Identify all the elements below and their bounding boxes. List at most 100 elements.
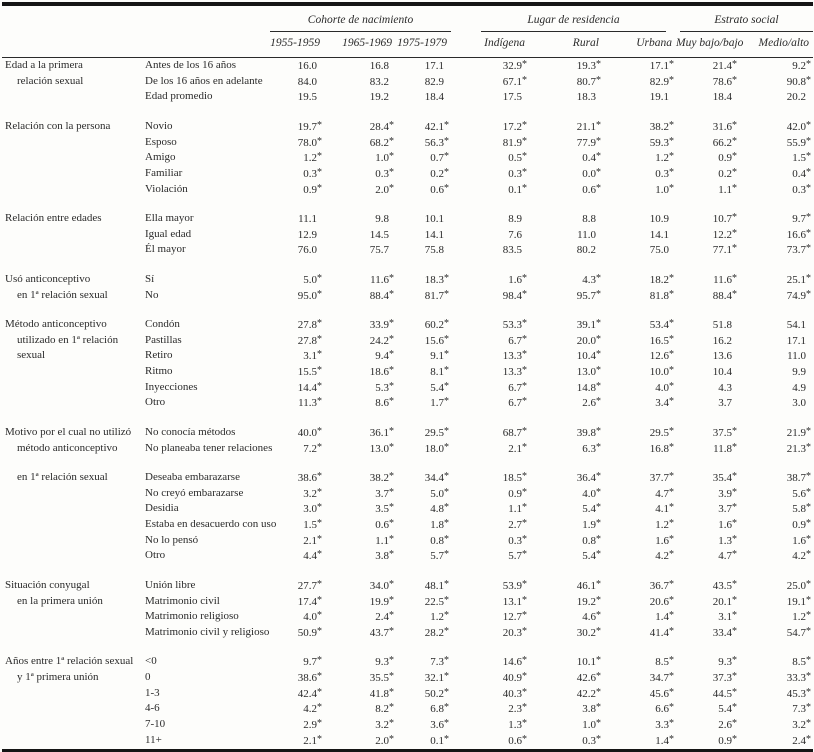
value-cell: 81.8* (649, 288, 675, 302)
column-header-indigena: Indígena (451, 32, 529, 58)
value-cell: 20.6* (649, 594, 675, 608)
significance-asterisk: * (806, 227, 812, 239)
significance-asterisk: * (732, 671, 738, 682)
significance-asterisk: * (522, 625, 527, 637)
significance-asterisk: * (444, 119, 449, 131)
value-cell: 39.1* (576, 317, 601, 331)
column-header-1965-1969: 1965-1969 (324, 32, 396, 58)
value-cell: 5.7* (430, 549, 449, 563)
value-cell: 19.1* (649, 91, 670, 104)
section-gap (2, 105, 813, 119)
table-row: No creyó embarazarse 3.2* 3.7* 5.0* 0.9* 4.0*… (2, 486, 813, 502)
significance-asterisk: * (522, 425, 527, 437)
value-cell: 51.8* (712, 318, 733, 331)
significance-asterisk: * (522, 686, 527, 698)
row-group-label (2, 182, 142, 198)
significance-asterisk: * (389, 625, 394, 637)
value-cell: 5.6* (792, 486, 812, 500)
significance-asterisk: * (732, 733, 738, 745)
column-header-urbana: Urbana (603, 32, 677, 58)
value-cell: 13.1* (502, 594, 527, 608)
row-label: No lo pensó (145, 533, 199, 546)
value-cell: 50.9* (297, 625, 322, 639)
significance-asterisk: * (317, 272, 322, 284)
value-cell: 81.9* (502, 135, 527, 149)
row-label: 11+ (145, 733, 162, 746)
value-cell: 4.2* (303, 702, 322, 716)
significance-asterisk: * (317, 671, 322, 682)
value-cell: 0.6* (508, 733, 527, 747)
row-label: Condón (145, 317, 180, 330)
value-cell: 43.7* (369, 625, 394, 639)
value-cell: 35.5* (369, 671, 394, 684)
significance-asterisk: * (522, 441, 527, 453)
significance-asterisk: * (596, 119, 601, 131)
significance-asterisk: * (732, 135, 738, 147)
value-cell: 54.7* (786, 625, 812, 639)
significance-asterisk: * (806, 74, 812, 86)
value-cell: 0.6* (582, 182, 601, 196)
significance-asterisk: * (317, 578, 322, 590)
significance-asterisk: * (522, 349, 527, 361)
significance-asterisk: * (522, 533, 527, 545)
value-cell: 41.8* (369, 686, 394, 700)
value-cell: 98.4* (502, 288, 527, 302)
column-header-medio-alto: Medio/alto (739, 32, 814, 58)
value-cell: 56.3* (424, 135, 449, 149)
value-cell: 78.6* (712, 74, 738, 88)
significance-asterisk: * (669, 380, 675, 392)
value-cell: 1.6* (792, 533, 812, 547)
value-cell: 5.4* (718, 702, 738, 716)
value-cell: 0.3* (303, 166, 322, 180)
value-cell: 2.1* (508, 441, 527, 455)
value-cell: 16.6* (786, 227, 812, 241)
significance-asterisk: * (522, 594, 527, 606)
table-row: No lo pensó 2.1* 1.1* 0.8* 0.3* 0.8* 1.6* 1.3* 1… (2, 533, 813, 549)
row-label: Ritmo (145, 365, 173, 377)
value-cell: 5.4* (582, 502, 601, 516)
value-cell: 19.2* (576, 594, 601, 608)
significance-asterisk: * (669, 135, 675, 147)
value-cell: 5.3* (375, 380, 394, 394)
value-cell: 25.1* (786, 272, 812, 286)
value-cell: 1.6* (508, 272, 527, 286)
value-cell: 67.1* (502, 74, 527, 88)
value-cell: 77.9* (576, 135, 601, 149)
significance-asterisk: * (732, 533, 738, 545)
significance-asterisk: * (669, 288, 675, 300)
significance-asterisk: * (806, 655, 812, 667)
column-group-label: Estrato social (680, 14, 814, 32)
section-gap-cell (2, 105, 813, 119)
significance-asterisk: * (596, 578, 601, 590)
value-cell: 8.1* (430, 365, 449, 378)
table-row: en 1ª relación sexual Deseaba embarazarse… (2, 470, 813, 486)
value-cell: 32.1* (424, 671, 449, 684)
value-cell: 14.6* (502, 655, 527, 669)
value-cell: 38.2* (369, 470, 394, 484)
row-label: <0 (145, 655, 157, 668)
significance-asterisk: * (806, 243, 812, 255)
value-cell: 25.0* (786, 578, 812, 592)
significance-asterisk: * (596, 625, 601, 637)
value-cell: 41.4* (649, 625, 675, 639)
value-cell: 0.9* (718, 151, 738, 165)
significance-asterisk: * (444, 533, 449, 545)
value-cell: 1.5* (303, 518, 322, 531)
significance-asterisk: * (522, 166, 527, 178)
significance-asterisk: * (732, 718, 738, 730)
significance-asterisk: * (596, 333, 601, 345)
value-cell: 0.7* (430, 151, 449, 165)
value-cell: 50.2* (424, 686, 449, 700)
significance-asterisk: * (444, 486, 449, 498)
value-cell: 17.1* (424, 60, 444, 72)
value-cell: 53.4* (649, 317, 675, 331)
value-cell: 1.2* (430, 610, 449, 624)
significance-asterisk: * (317, 502, 322, 514)
value-cell: 1.7* (430, 396, 449, 410)
significance-asterisk: * (596, 470, 601, 482)
value-cell: 0.5* (508, 151, 527, 165)
significance-asterisk: * (806, 135, 812, 147)
value-cell: 19.3* (576, 59, 601, 72)
significance-asterisk: * (596, 182, 601, 194)
